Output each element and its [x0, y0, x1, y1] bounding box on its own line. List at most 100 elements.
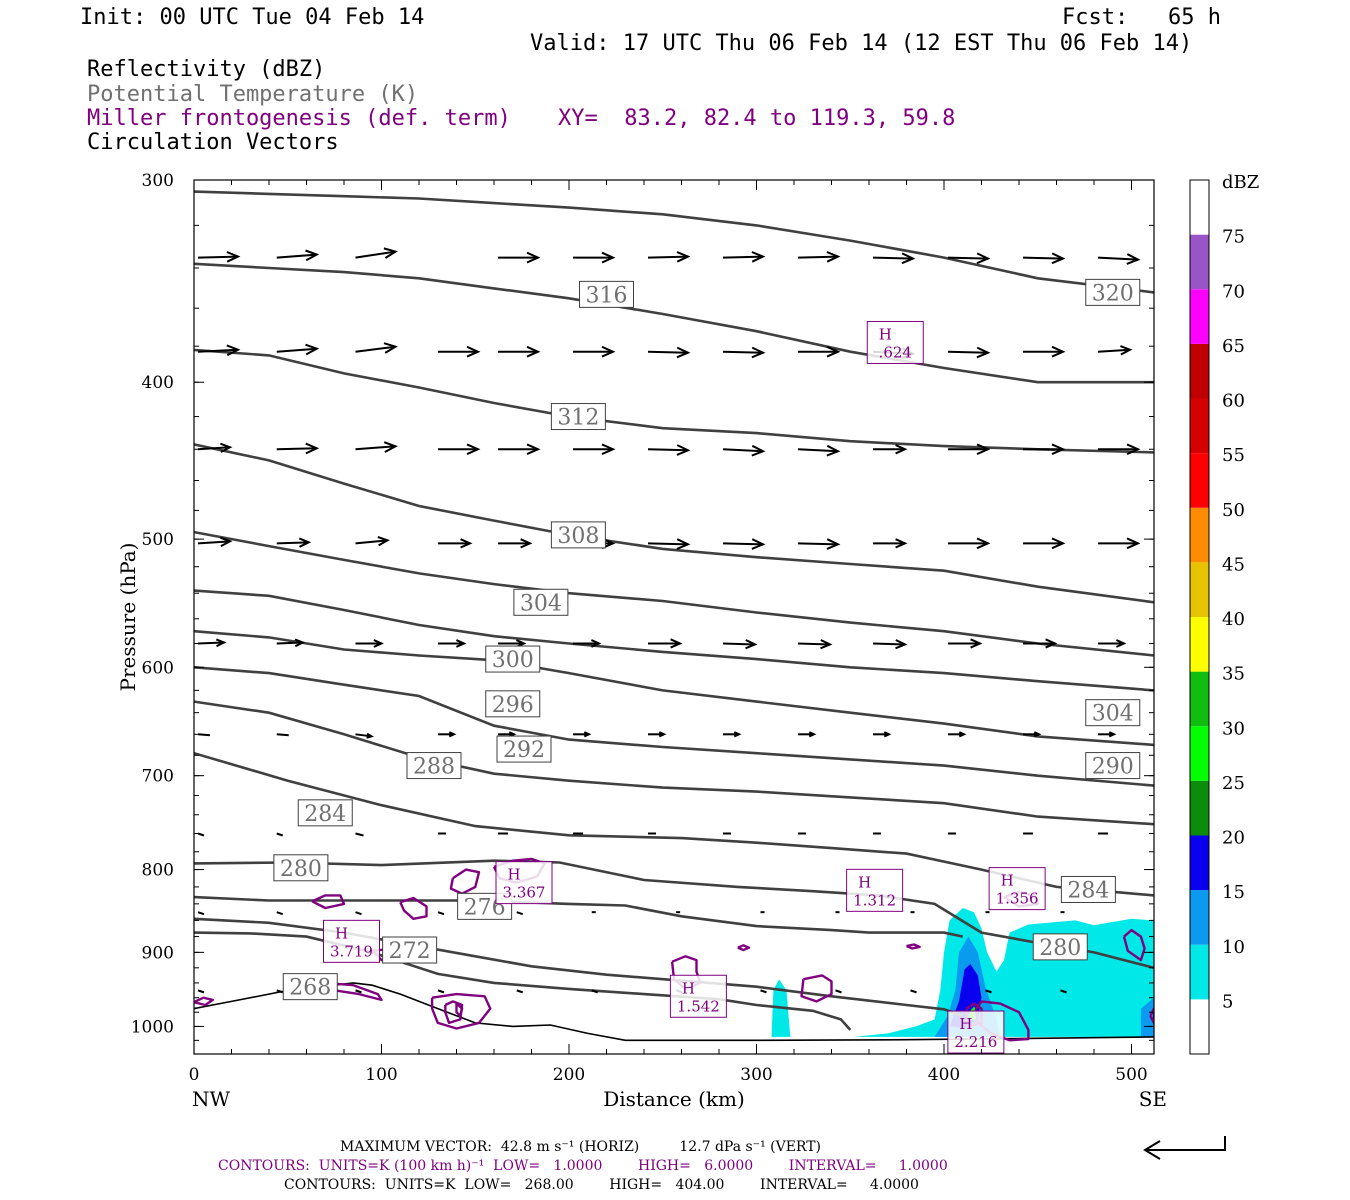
circulation-vector: [1098, 443, 1141, 456]
circulation-vector: [197, 733, 211, 737]
field-circulation-vectors: Circulation Vectors: [87, 130, 339, 155]
circulation-vector: [276, 442, 320, 455]
vector-shaft: [591, 989, 599, 994]
x-start-label: NW: [192, 1087, 231, 1111]
isentrope-308k: [194, 443, 1154, 604]
frontogenesis-maximum-letter: H: [959, 1015, 972, 1033]
isentrope-label: 320: [1085, 278, 1141, 306]
frontogenesis-contour: [1122, 928, 1146, 962]
isentrope-292k: [194, 666, 1154, 787]
frontogenesis-maximum-value: 2.216: [954, 1033, 997, 1051]
vector-shaft: [437, 989, 445, 994]
frontogenesis-maximum-box: [866, 320, 924, 364]
circulation-vector: [516, 911, 524, 916]
frontogenesis-contour: [430, 992, 492, 1030]
vector-head: [305, 442, 320, 455]
isentrope-label-box: [1085, 699, 1141, 727]
y-tick-label: 600: [142, 658, 174, 678]
vector-shaft: [985, 989, 992, 994]
circulation-vector: [1023, 345, 1066, 358]
frontogenesis-maximum-value: 1.312: [853, 891, 896, 909]
circulation-vector: [1097, 345, 1133, 356]
circulation-vector: [1023, 731, 1042, 738]
y-tick-label: 500: [142, 530, 174, 550]
circulation-vector: [835, 989, 842, 994]
circulation-vector: [722, 639, 758, 650]
frontogenesis-maximum-value: 3.719: [330, 942, 373, 960]
circulation-vector: [438, 443, 481, 456]
vector-shaft: [516, 989, 524, 994]
colorbar-tick-label: 5: [1222, 991, 1233, 1012]
circulation-vector: [872, 639, 908, 650]
vector-head: [226, 251, 241, 263]
vector-head: [676, 444, 691, 456]
vector-head: [601, 345, 616, 358]
circulation-vector: [498, 251, 541, 264]
field-potential-temperature: Potential Temperature (K): [87, 82, 419, 107]
circulation-vector: [1098, 731, 1117, 738]
circulation-vector: [197, 989, 205, 994]
isentrope-label-text: 296: [492, 693, 534, 718]
x-tick-label: 0: [189, 1065, 200, 1085]
y-tick-label: 900: [142, 943, 174, 963]
frontogenesis-maximum-letter: H: [335, 924, 348, 942]
vector-shaft: [355, 445, 396, 451]
circulation-vector: [197, 251, 241, 263]
isentrope-label-text: 308: [557, 524, 599, 549]
frontogenesis-maximum: H1.542: [669, 974, 727, 1018]
vector-head: [751, 251, 766, 263]
circulation-vector: [1022, 252, 1066, 265]
isentrope-label-box: [382, 936, 438, 964]
vector-head: [751, 538, 766, 550]
circulation-vector: [1097, 253, 1141, 265]
vector-head: [895, 639, 908, 650]
isentrope-296k: [194, 629, 1154, 747]
vector-shaft: [276, 253, 317, 259]
vector-head: [1115, 639, 1127, 648]
vector-shaft: [797, 642, 831, 646]
isentrope-label-text: 316: [586, 283, 628, 308]
circulation-vector: [648, 731, 667, 738]
frontogenesis-maximum-box: [988, 867, 1046, 911]
isentrope-label-box: [579, 280, 634, 308]
isentrope-label-text: 300: [492, 648, 534, 673]
isentrope-label: 290: [1085, 752, 1141, 780]
vector-head: [1120, 345, 1133, 356]
vector-shaft: [1060, 989, 1067, 994]
circulation-vector: [947, 346, 991, 359]
vector-head: [526, 345, 541, 358]
isentrope-label-box: [297, 799, 353, 827]
vector-head: [383, 247, 398, 259]
vector-shaft: [197, 540, 231, 545]
y-tick-label: 1000: [131, 1017, 174, 1037]
circulation-vector: [573, 731, 592, 738]
vector-shaft: [276, 541, 309, 545]
circulation-vector: [197, 638, 227, 648]
circulation-vector: [276, 832, 284, 837]
vector-head: [958, 731, 967, 738]
circulation-vector: [910, 989, 917, 994]
colorbar-tick-label: 65: [1222, 336, 1245, 357]
isentrope-label: 300: [485, 645, 541, 673]
circulation-vector: [948, 731, 967, 738]
frontogenesis-maximum-letter: H: [858, 873, 871, 891]
forecast-hour: Fcst: 65 h: [1062, 5, 1221, 30]
vector-shaft: [947, 256, 989, 260]
vector-head: [220, 442, 233, 453]
colorbar-tick-label: 45: [1222, 554, 1245, 575]
vector-head: [526, 443, 541, 456]
vector-head: [294, 638, 306, 648]
circulation-vector: [355, 732, 374, 739]
isentrope-288k: [194, 700, 1154, 826]
vector-shaft: [197, 911, 205, 916]
vector-head: [826, 538, 841, 550]
vector-shaft: [197, 446, 231, 451]
colorbar-tick-label: 10: [1222, 937, 1245, 958]
circulation-vector: [573, 443, 616, 456]
colorbar-segment: [1190, 617, 1209, 672]
vector-shaft: [797, 542, 839, 546]
vector-head: [466, 443, 481, 456]
vector-head: [305, 343, 320, 356]
frontogenesis-contour: [325, 981, 383, 1002]
colorbar-segment: [1190, 726, 1209, 781]
